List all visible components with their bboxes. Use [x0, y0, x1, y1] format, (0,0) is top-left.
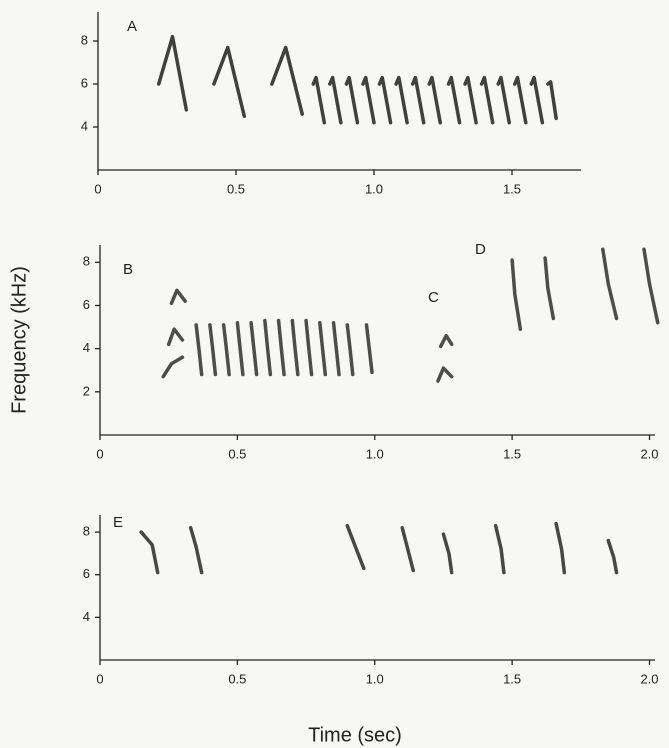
syllable [427, 75, 442, 125]
y-tick-label: 8 [81, 32, 88, 47]
syllable [377, 75, 393, 125]
x-tick-label: 0 [96, 671, 103, 686]
syllable [304, 318, 314, 377]
syllable [554, 521, 567, 575]
x-tick-label: 1.5 [503, 181, 521, 196]
panel-label: B [123, 261, 133, 278]
y-tick-label: 4 [83, 340, 90, 355]
syllable [546, 80, 558, 121]
panel-label: A [127, 18, 137, 35]
x-tick-label: 1.0 [365, 181, 383, 196]
syllable [311, 75, 327, 125]
syllable [543, 256, 556, 321]
y-tick-label: 6 [81, 75, 88, 90]
x-tick-label: 0.5 [227, 181, 245, 196]
syllable [361, 75, 376, 125]
syllable [212, 45, 247, 119]
syllable [436, 366, 454, 383]
syllable [276, 318, 286, 377]
syllable [139, 530, 160, 575]
syllable [169, 288, 187, 306]
panel-label: E [113, 514, 123, 531]
syllable [496, 75, 511, 125]
syllable [642, 247, 660, 325]
x-tick-label: 0 [96, 446, 103, 461]
syllable [188, 526, 204, 575]
syllable [345, 323, 355, 377]
panel-label: C [428, 289, 439, 306]
syllable [446, 75, 462, 125]
syllable [345, 523, 366, 571]
y-tick-label: 8 [83, 523, 90, 538]
syllable [161, 355, 185, 379]
syllable [344, 75, 360, 125]
syllable [513, 75, 528, 125]
x-tick-label: 1.5 [503, 446, 521, 461]
y-tick-label: 8 [83, 254, 90, 269]
y-tick-label: 6 [83, 297, 90, 312]
x-tick-label: 1.5 [503, 671, 521, 686]
syllable [479, 75, 495, 125]
syllable [318, 320, 328, 377]
syllable [529, 75, 545, 125]
y-tick-label: 4 [81, 118, 88, 133]
syllable [493, 523, 506, 575]
syllable [410, 75, 426, 125]
x-tick-label: 1.0 [366, 446, 384, 461]
y-tick-label: 2 [83, 383, 90, 398]
y-axis-label: Frequency (kHz) [8, 266, 30, 414]
x-tick-label: 0.5 [228, 446, 246, 461]
syllable [156, 34, 189, 112]
x-tick-label: 0.5 [228, 671, 246, 686]
y-tick-label: 4 [83, 609, 90, 624]
syllable [328, 75, 343, 125]
syllable [463, 75, 478, 125]
syllable [331, 320, 341, 377]
x-tick-label: 0 [94, 181, 101, 196]
x-axis-label: Time (sec) [308, 724, 402, 746]
syllable [400, 526, 415, 573]
syllable [270, 45, 304, 116]
syllable [438, 333, 454, 349]
syllable [394, 75, 409, 125]
syllable [606, 538, 619, 575]
syllable [510, 258, 523, 331]
syllable [601, 247, 619, 321]
syllable [249, 320, 259, 377]
syllable [290, 318, 300, 377]
syllable [221, 323, 231, 377]
syllable [235, 320, 245, 377]
syllable [194, 323, 204, 377]
syllable [208, 323, 218, 377]
syllable [441, 532, 454, 575]
syllable [364, 323, 374, 375]
x-tick-label: 2.0 [640, 671, 658, 686]
panel-label: D [475, 241, 486, 258]
x-tick-label: 2.0 [640, 446, 658, 461]
syllable [166, 327, 185, 347]
syllable [263, 318, 273, 377]
y-tick-label: 6 [83, 566, 90, 581]
x-tick-label: 1.0 [366, 671, 384, 686]
